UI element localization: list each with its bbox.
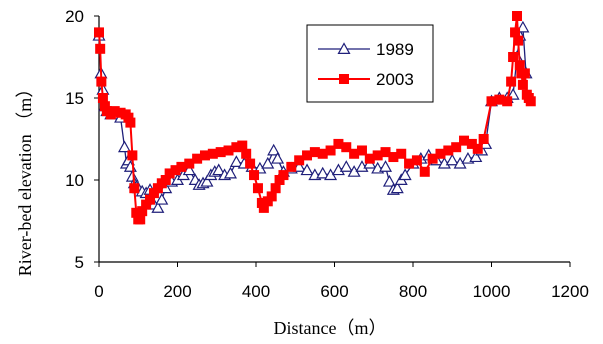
data-point-2003: [510, 27, 521, 38]
data-point-2003: [502, 96, 513, 107]
data-point-2003: [237, 140, 248, 151]
data-point-1989: [212, 163, 226, 176]
data-point-2003: [252, 183, 263, 194]
data-point-1989: [182, 163, 196, 176]
data-point-2003: [512, 11, 523, 21]
y-tick-label: 5: [75, 253, 84, 272]
data-point-1989: [271, 151, 285, 164]
y-axis-title: River-bed elevation （m）: [15, 80, 35, 277]
data-point-1989: [316, 166, 330, 179]
x-axis-title: Distance（m）: [274, 318, 387, 338]
data-point-2003: [356, 145, 367, 156]
data-point-2003: [519, 68, 530, 79]
x-tick-label: 400: [242, 282, 270, 301]
data-point-2003: [135, 214, 146, 225]
data-point-1989: [390, 181, 404, 194]
data-point-1989: [125, 169, 139, 182]
legend-item-1989: 1989: [318, 40, 414, 59]
data-point-2003: [286, 161, 297, 172]
data-point-2003: [249, 170, 260, 181]
data-point-2003: [129, 183, 140, 194]
data-point-2003: [514, 60, 525, 71]
data-point-1989: [223, 166, 238, 179]
x-tick-label: 0: [94, 282, 103, 301]
data-point-2003: [270, 183, 281, 194]
x-tick-label: 800: [399, 282, 427, 301]
data-point-1989: [200, 174, 214, 187]
data-point-1989: [300, 163, 314, 176]
data-point-2003: [396, 148, 407, 159]
data-point-1989: [267, 143, 281, 156]
data-point-2003: [525, 96, 536, 107]
data-point-1989: [398, 168, 412, 181]
series-layer: [92, 11, 536, 225]
x-tick-label: 1000: [473, 282, 511, 301]
data-point-2003: [241, 148, 252, 159]
data-point-1989: [229, 155, 243, 167]
data-point-2003: [245, 158, 256, 169]
data-point-1989: [151, 201, 165, 213]
legend: 1989 2003: [306, 24, 434, 103]
data-point-2003: [127, 150, 138, 161]
data-point-2003: [325, 145, 336, 156]
data-point-2003: [278, 170, 289, 181]
data-point-1989: [379, 160, 393, 172]
axes: 0 200 400 600 800 1000 1200 5 10 15 20: [65, 7, 589, 301]
data-point-1989: [155, 192, 169, 205]
series-2003: [94, 11, 536, 225]
data-point-2003: [411, 155, 422, 166]
data-point-1989: [117, 140, 132, 153]
legend-item-2003: 2003: [318, 70, 414, 89]
y-tick-label: 15: [65, 89, 84, 108]
data-point-2003: [266, 191, 277, 202]
data-point-2003: [97, 93, 108, 103]
legend-label-2003: 2003: [376, 70, 414, 89]
data-point-2003: [478, 134, 489, 144]
data-point-2003: [472, 143, 483, 154]
x-tick-label: 1200: [551, 282, 589, 301]
x-tick-label: 600: [320, 282, 348, 301]
data-point-1989: [445, 153, 459, 166]
legend-marker-2003: [339, 74, 349, 84]
data-point-1989: [469, 150, 483, 163]
y-tick-label: 10: [65, 171, 84, 190]
data-point-2003: [513, 35, 524, 46]
data-point-2003: [96, 76, 107, 87]
data-point-2003: [95, 43, 106, 54]
data-point-2003: [341, 142, 352, 153]
data-point-2003: [451, 142, 462, 153]
data-point-2003: [506, 76, 517, 87]
data-point-2003: [517, 79, 528, 90]
data-point-1989: [516, 20, 530, 33]
legend-box: [306, 24, 434, 103]
data-point-1989: [292, 160, 306, 172]
data-point-1989: [339, 160, 353, 172]
data-point-2003: [94, 27, 104, 38]
legend-marker-1989: [337, 42, 351, 55]
x-tick-label: 200: [163, 282, 191, 301]
legend-label-1989: 1989: [376, 40, 414, 59]
y-tick-label: 20: [65, 7, 84, 26]
data-point-2003: [508, 52, 519, 62]
data-point-1989: [382, 174, 396, 187]
data-point-1989: [261, 156, 275, 169]
data-point-2003: [125, 117, 136, 128]
data-point-2003: [419, 166, 430, 177]
